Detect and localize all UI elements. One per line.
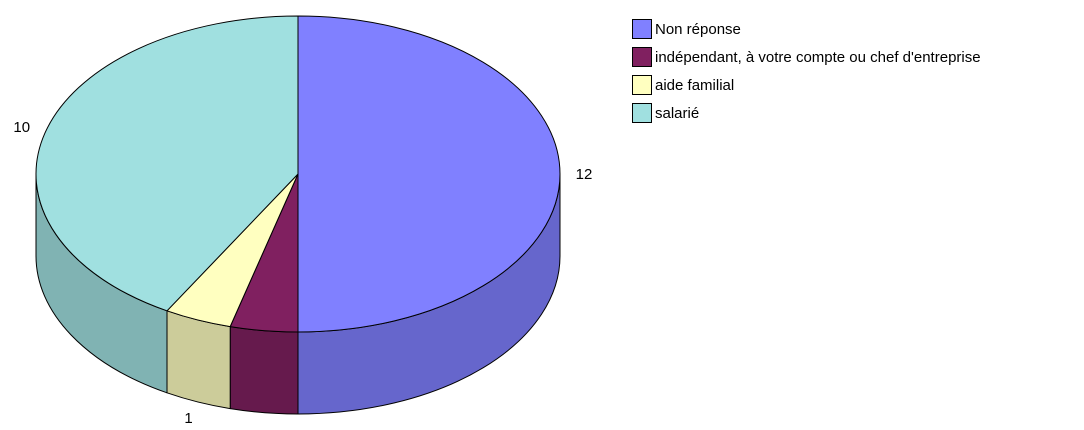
legend-item-aide-familial: aide familial — [632, 71, 981, 99]
legend-item-salarie: salarié — [632, 99, 981, 127]
pie-tops — [35, 15, 561, 333]
legend: Non réponse indépendant, à votre compte … — [632, 15, 981, 127]
legend-label: aide familial — [655, 76, 735, 94]
legend-swatch — [632, 47, 652, 67]
legend-label: indépendant, à votre compte ou chef d'en… — [655, 48, 981, 66]
legend-label: Non réponse — [655, 20, 741, 38]
pie-side — [166, 310, 231, 410]
legend-swatch — [632, 103, 652, 123]
legend-label: salarié — [655, 104, 700, 122]
legend-swatch — [632, 75, 652, 95]
legend-item-non-reponse: Non réponse — [632, 15, 981, 43]
legend-swatch — [632, 19, 652, 39]
data-label: 12 — [576, 166, 593, 183]
data-label: 10 — [13, 119, 30, 136]
data-label: 1 — [184, 410, 192, 427]
pie-sides — [35, 173, 561, 415]
legend-item-independant: indépendant, à votre compte ou chef d'en… — [632, 43, 981, 71]
pie-side — [229, 326, 299, 415]
pie-slice — [35, 15, 299, 312]
pie-slice — [297, 15, 561, 333]
data-label: 1 — [256, 428, 264, 430]
data-labels: 121110 — [13, 119, 592, 430]
